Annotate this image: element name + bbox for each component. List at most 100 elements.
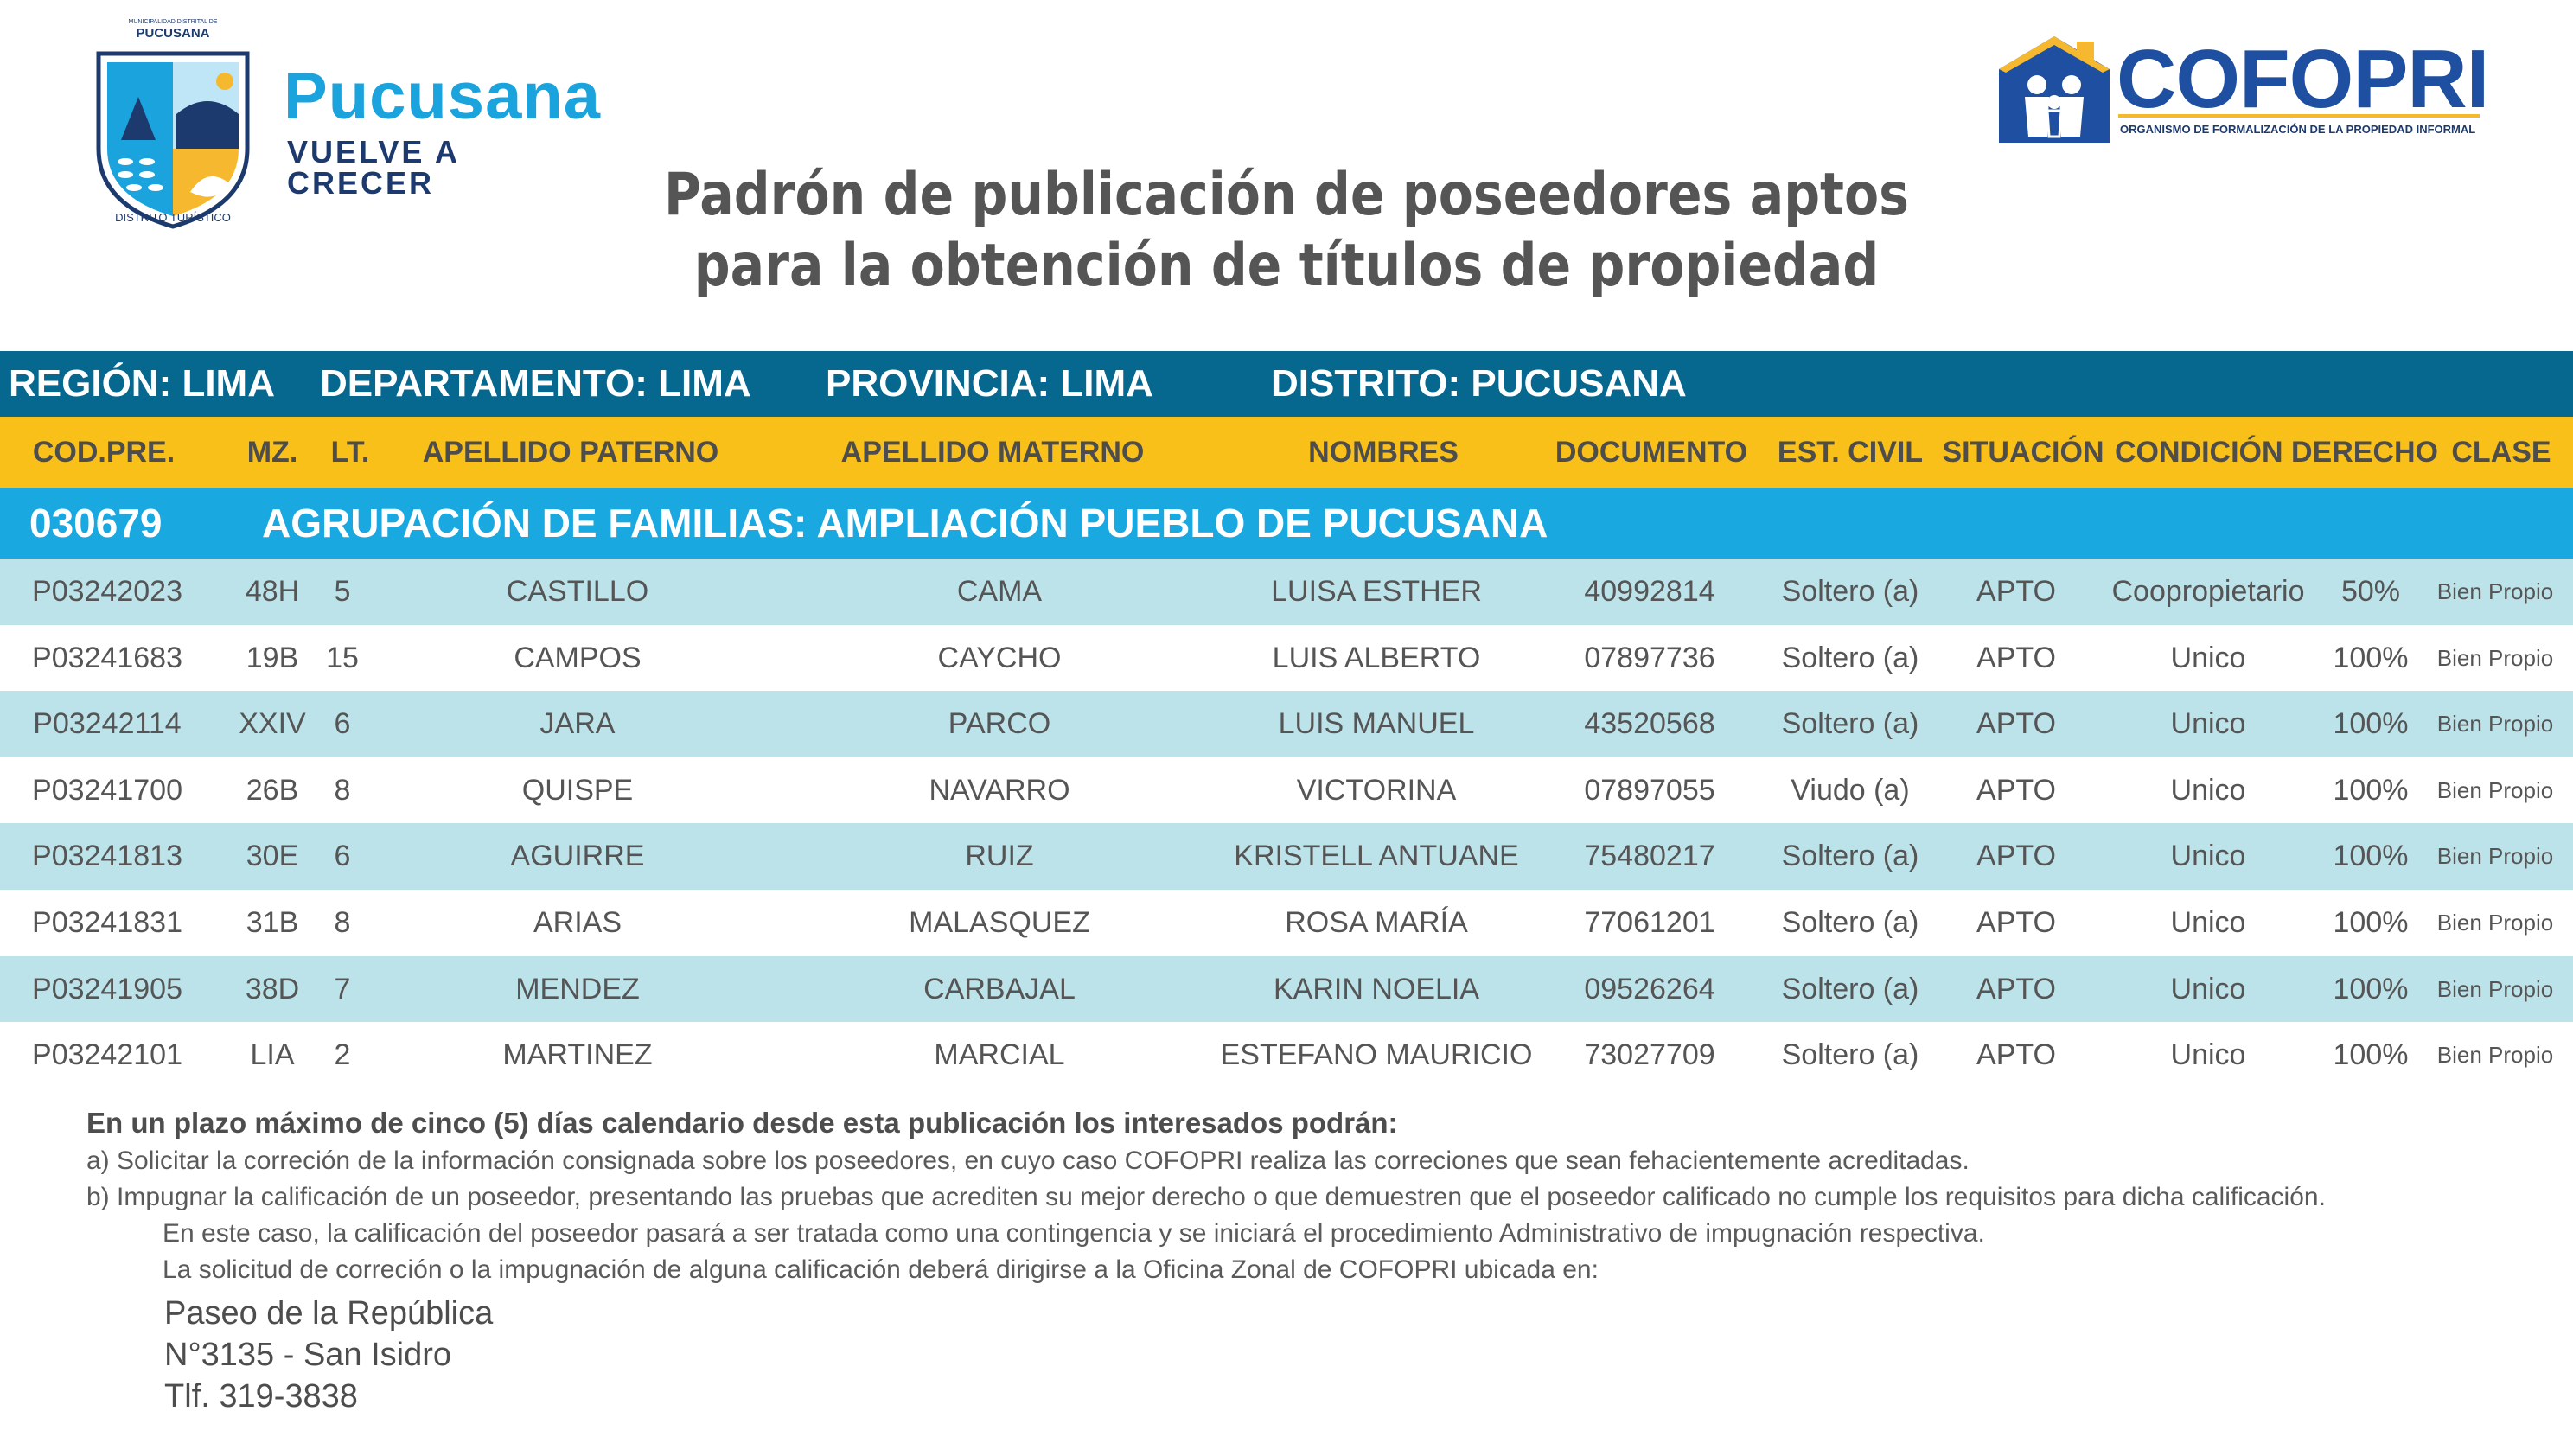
cell-apellido-paterno: MARTINEZ bbox=[502, 1038, 653, 1072]
cofopri-name: COFOPRI bbox=[2116, 33, 2489, 125]
cell-apellido-paterno: AGUIRRE bbox=[510, 840, 645, 873]
cell-cod-pre: P03241905 bbox=[32, 972, 182, 1006]
col-cod-pre: COD.PRE. bbox=[32, 436, 176, 469]
cell-nombres: ESTEFANO MAURICIO bbox=[1220, 1038, 1533, 1072]
table-row: P03241831 31B 8 ARIAS MALASQUEZ ROSA MAR… bbox=[0, 890, 2573, 956]
cell-nombres: KARIN NOELIA bbox=[1273, 972, 1480, 1006]
cell-est-civil: Viudo (a) bbox=[1791, 773, 1910, 807]
table-header: COD.PRE. MZ. LT. APELLIDO PATERNO APELLI… bbox=[0, 417, 2573, 488]
cell-clase: Bien Propio bbox=[2436, 843, 2554, 870]
document-title: Padrón de publicación de poseedores apto… bbox=[180, 160, 2392, 302]
cell-lt: 6 bbox=[334, 707, 351, 741]
cell-apellido-materno: CAYCHO bbox=[937, 641, 1062, 674]
cell-est-civil: Soltero (a) bbox=[1781, 575, 1919, 608]
cell-est-civil: Soltero (a) bbox=[1781, 707, 1919, 741]
departamento-label: DEPARTAMENTO: LIMA bbox=[320, 362, 751, 405]
cell-derecho: 100% bbox=[2333, 707, 2409, 741]
group-code: 030679 bbox=[29, 501, 163, 546]
distrito-label: DISTRITO: PUCUSANA bbox=[1271, 362, 1687, 405]
cell-derecho: 100% bbox=[2333, 1038, 2409, 1072]
cofopri-tagline: ORGANISMO DE FORMALIZACIÓN DE LA PROPIED… bbox=[2120, 123, 2476, 136]
cell-lt: 2 bbox=[334, 1038, 351, 1072]
cell-cod-pre: P03242101 bbox=[32, 1038, 182, 1072]
municipality-brand-subtitle: VUELVE A CRECER bbox=[287, 134, 459, 201]
table-row: P03242023 48H 5 CASTILLO CAMA LUISA ESTH… bbox=[0, 559, 2573, 625]
cell-lt: 15 bbox=[326, 641, 359, 674]
cell-lt: 8 bbox=[334, 905, 351, 939]
cell-situacion: APTO bbox=[1976, 773, 2056, 807]
cell-cod-pre: P03241813 bbox=[32, 840, 182, 873]
cell-clase: Bien Propio bbox=[2436, 644, 2554, 671]
region-bar: REGIÓN: LIMA DEPARTAMENTO: LIMA PROVINCI… bbox=[0, 351, 2573, 417]
cell-est-civil: Soltero (a) bbox=[1781, 641, 1919, 674]
cell-est-civil: Soltero (a) bbox=[1781, 840, 1919, 873]
cell-cod-pre: P03242023 bbox=[32, 575, 182, 608]
cell-condicion: Unico bbox=[2170, 641, 2246, 674]
cell-apellido-materno: PARCO bbox=[948, 707, 1051, 741]
cell-cod-pre: P03242114 bbox=[33, 707, 182, 741]
group-bar: 030679 AGRUPACIÓN DE FAMILIAS: AMPLIACIÓ… bbox=[0, 488, 2573, 559]
col-condicion-derecho: CONDICIÓN DERECHO bbox=[2114, 436, 2439, 469]
cell-cod-pre: P03241683 bbox=[32, 641, 182, 674]
cell-documento: 43520568 bbox=[1584, 707, 1715, 741]
cell-apellido-materno: NAVARRO bbox=[929, 773, 1070, 807]
cell-clase: Bien Propio bbox=[2436, 711, 2554, 738]
cell-documento: 07897055 bbox=[1584, 773, 1715, 807]
region-label: REGIÓN: LIMA bbox=[9, 362, 275, 405]
cell-documento: 40992814 bbox=[1584, 575, 1715, 608]
cell-apellido-materno: RUIZ bbox=[965, 840, 1034, 873]
cell-nombres: VICTORINA bbox=[1296, 773, 1457, 807]
group-name: AGRUPACIÓN DE FAMILIAS: AMPLIACIÓN PUEBL… bbox=[262, 501, 1548, 546]
cell-est-civil: Soltero (a) bbox=[1781, 905, 1919, 939]
cell-apellido-materno: CAMA bbox=[956, 575, 1043, 608]
cell-lt: 8 bbox=[334, 773, 351, 807]
col-lt: LT. bbox=[330, 436, 370, 469]
note-b-continued: En este caso, la calificación del poseed… bbox=[163, 1219, 1985, 1248]
cell-documento: 73027709 bbox=[1584, 1038, 1715, 1072]
cell-derecho: 100% bbox=[2333, 773, 2409, 807]
cell-clase: Bien Propio bbox=[2436, 975, 2554, 1002]
cell-apellido-materno: MARCIAL bbox=[934, 1038, 1065, 1072]
cell-cod-pre: P03241831 bbox=[32, 905, 182, 939]
cell-condicion: Unico bbox=[2170, 840, 2246, 873]
cell-clase: Bien Propio bbox=[2436, 578, 2554, 604]
notes-intro: En un plazo máximo de cinco (5) días cal… bbox=[86, 1107, 1398, 1139]
col-apellido-paterno: APELLIDO PATERNO bbox=[422, 436, 719, 469]
cell-lt: 5 bbox=[334, 575, 351, 608]
crest-subtitle: MUNICIPALIDAD DISTRITAL DE bbox=[128, 19, 218, 25]
col-documento: DOCUMENTO bbox=[1555, 436, 1748, 469]
cell-situacion: APTO bbox=[1976, 972, 2056, 1006]
cell-est-civil: Soltero (a) bbox=[1781, 972, 1919, 1006]
col-situacion: SITUACIÓN bbox=[1942, 436, 2104, 469]
cell-est-civil: Soltero (a) bbox=[1781, 1038, 1919, 1072]
cell-apellido-materno: MALASQUEZ bbox=[909, 905, 1090, 939]
cell-mz: LIA bbox=[250, 1038, 295, 1072]
note-b: b) Impugnar la calificación de un poseed… bbox=[86, 1183, 2326, 1211]
cell-apellido-paterno: ARIAS bbox=[533, 905, 622, 939]
cell-condicion: Coopropietario bbox=[2111, 575, 2305, 608]
cell-clase: Bien Propio bbox=[2436, 1042, 2554, 1069]
table-row: P03241813 30E 6 AGUIRRE RUIZ KRISTELL AN… bbox=[0, 823, 2573, 890]
cell-documento: 75480217 bbox=[1584, 840, 1715, 873]
cell-condicion: Unico bbox=[2170, 972, 2246, 1006]
cell-condicion: Unico bbox=[2170, 773, 2246, 807]
cell-lt: 7 bbox=[334, 972, 351, 1006]
table-row: P03241683 19B 15 CAMPOS CAYCHO LUIS ALBE… bbox=[0, 625, 2573, 692]
cell-documento: 77061201 bbox=[1584, 905, 1715, 939]
crest-icon: MUNICIPALIDAD DISTRITAL DE PUCUSANA DIST… bbox=[86, 19, 259, 235]
cell-condicion: Unico bbox=[2170, 905, 2246, 939]
municipality-logo: MUNICIPALIDAD DISTRITAL DE PUCUSANA DIST… bbox=[86, 19, 605, 235]
cell-derecho: 50% bbox=[2340, 575, 2401, 608]
cell-clase: Bien Propio bbox=[2436, 776, 2554, 803]
cell-apellido-paterno: JARA bbox=[540, 707, 616, 741]
cell-situacion: APTO bbox=[1976, 575, 2056, 608]
cell-derecho: 100% bbox=[2333, 972, 2409, 1006]
table-body: P03242023 48H 5 CASTILLO CAMA LUISA ESTH… bbox=[0, 559, 2573, 1089]
cell-apellido-paterno: CASTILLO bbox=[506, 575, 649, 608]
cell-documento: 09526264 bbox=[1584, 972, 1715, 1006]
cell-nombres: LUIS ALBERTO bbox=[1272, 641, 1481, 674]
cell-mz: 38D bbox=[245, 972, 300, 1006]
col-clase: CLASE bbox=[2451, 436, 2551, 469]
cell-mz: 26B bbox=[246, 773, 299, 807]
cell-mz: 31B bbox=[246, 905, 299, 939]
